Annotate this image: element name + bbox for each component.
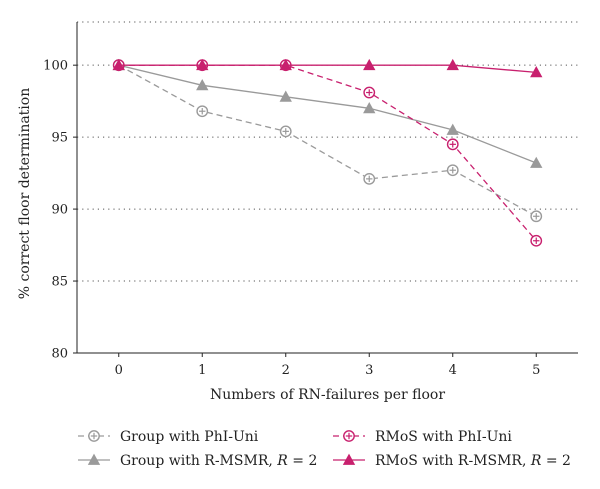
legend: Group with PhI-Uni RMoS with PhI-Uni Group… — [78, 429, 571, 469]
data-point-marker — [530, 210, 543, 223]
y-axis-title: % correct floor determination — [17, 88, 33, 299]
data-point-marker — [363, 86, 376, 99]
data-point-marker — [343, 430, 355, 442]
data-point-marker — [342, 453, 356, 465]
series-line — [118, 64, 537, 74]
data-point-marker — [446, 123, 459, 135]
y-tick-label: 100 — [43, 59, 68, 74]
legend-label: RMoS with R-MSMR, R = 2 — [375, 453, 571, 469]
data-point-marker — [530, 66, 543, 78]
series — [112, 59, 543, 223]
legend-entry: RMoS with PhI-Uni — [333, 429, 512, 445]
y-tick-label: 85 — [51, 275, 68, 290]
series-group — [112, 58, 543, 247]
data-point-marker — [279, 125, 292, 138]
data-point-marker — [446, 164, 459, 177]
data-point-marker — [279, 90, 292, 102]
series — [112, 58, 543, 168]
series-line — [118, 64, 537, 217]
data-point-marker — [88, 430, 100, 442]
y-tick-label: 95 — [51, 131, 68, 146]
data-point-marker — [196, 105, 209, 118]
axes: 80 85 90 95 100 0 1 2 3 4 5 Numbers of RN-failures … — [17, 22, 578, 403]
gridlines — [77, 21, 578, 282]
series — [112, 59, 543, 247]
legend-entry: RMoS with R-MSMR, R = 2 — [333, 453, 571, 469]
data-point-marker — [87, 453, 101, 465]
data-point-marker — [530, 234, 543, 247]
data-point-marker — [446, 58, 459, 71]
legend-entry: Group with PhI-Uni — [78, 429, 259, 445]
data-point-marker — [363, 172, 376, 185]
data-point-marker — [363, 102, 376, 114]
x-tick-label: 4 — [449, 363, 457, 378]
series-line — [118, 64, 537, 164]
legend-label: Group with R-MSMR, R = 2 — [120, 453, 317, 469]
data-point-marker — [446, 138, 459, 151]
legend-label: RMoS with PhI-Uni — [375, 429, 512, 445]
data-point-marker — [196, 58, 209, 71]
x-tick-label: 2 — [282, 363, 290, 378]
y-tick-label: 80 — [51, 347, 68, 362]
legend-label: Group with PhI-Uni — [120, 429, 259, 445]
legend-entry: Group with R-MSMR, R = 2 — [78, 453, 317, 469]
x-axis-title: Numbers of RN-failures per floor — [210, 387, 445, 403]
x-tick-label: 0 — [115, 363, 123, 378]
y-tick-label: 90 — [51, 203, 68, 218]
data-point-marker — [530, 156, 543, 168]
x-tick-label: 3 — [365, 363, 373, 378]
series-line — [118, 64, 537, 242]
data-point-marker — [363, 58, 376, 71]
x-tick-label: 1 — [198, 363, 206, 378]
data-point-marker — [196, 78, 209, 91]
series — [112, 58, 543, 78]
data-point-marker — [112, 58, 125, 71]
x-tick-label: 5 — [532, 363, 540, 378]
data-point-marker — [279, 58, 292, 71]
